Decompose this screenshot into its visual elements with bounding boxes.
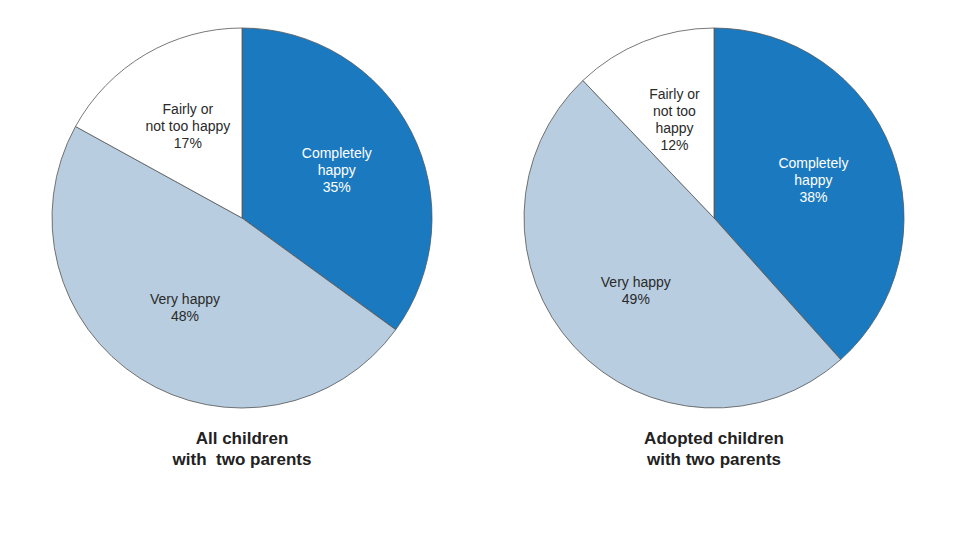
svg-text:Very happy49%: Very happy49% <box>601 274 671 307</box>
svg-text:Very happy48%: Very happy48% <box>150 291 220 324</box>
svg-text:Fairly ornot toohappy12%: Fairly ornot toohappy12% <box>649 86 700 153</box>
svg-text:Completelyhappy38%: Completelyhappy38% <box>778 155 848 205</box>
html-text:All children with two parents: All children with two parents <box>172 429 312 470</box>
html-text:Adopted children with two pare: Adopted children with two parents <box>644 429 784 470</box>
svg-text:Fairly ornot too happy17%: Fairly ornot too happy17% <box>145 101 230 151</box>
svg-text:Completelyhappy35%: Completelyhappy35% <box>302 145 372 195</box>
